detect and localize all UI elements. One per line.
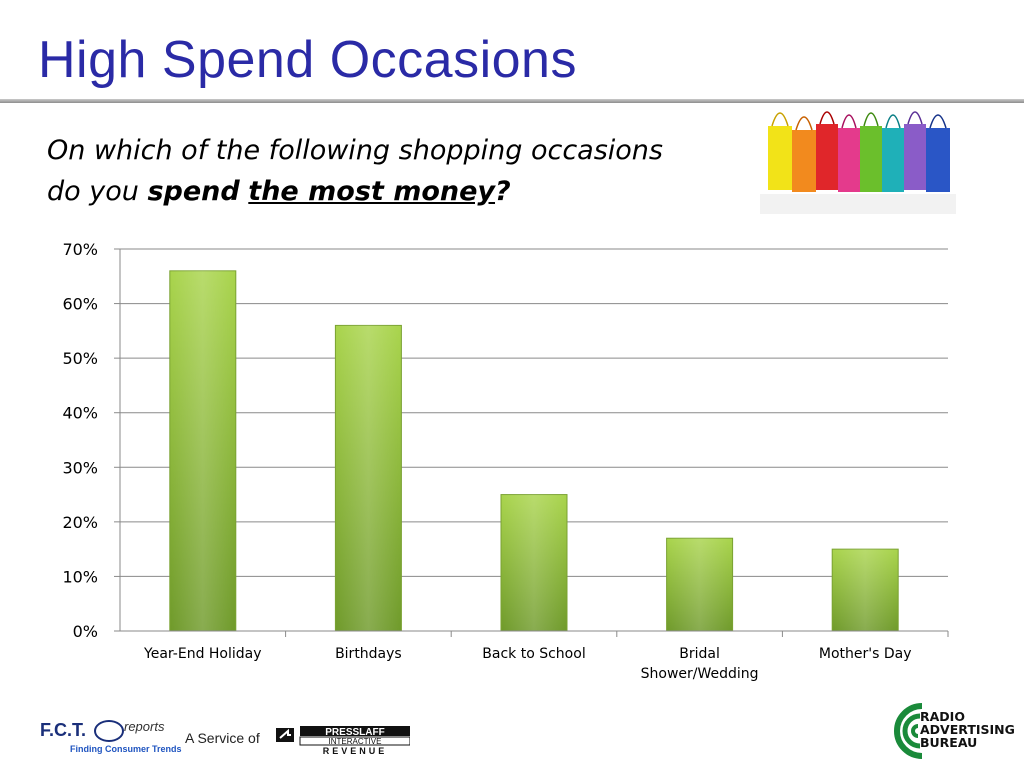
title-divider	[0, 99, 1024, 103]
y-tick-label: 70%	[62, 240, 98, 259]
bag-teal	[882, 128, 904, 192]
y-axis-labels: 0% 10% 20% 30% 40% 50% 60% 70%	[62, 240, 120, 641]
question-line-2-start: do you	[47, 176, 148, 207]
rab-swirl-icon	[894, 703, 923, 759]
bar-highlight	[666, 538, 733, 631]
fct-name: F.C.T.	[40, 720, 87, 740]
rab-logo: RADIO ADVERTISING BUREAU	[890, 702, 1015, 762]
x-category-label: Birthdays	[335, 646, 402, 662]
bar-highlight	[335, 325, 402, 631]
rab-line-2: ADVERTISING	[920, 722, 1015, 737]
survey-question: On which of the following shopping occas…	[47, 130, 727, 212]
rab-line-1: RADIO	[920, 709, 965, 724]
x-category-label: Mother's Day	[819, 646, 912, 662]
presslaff-arrow-icon	[276, 728, 294, 742]
presslaff-logo: PRESSLAFF INTERACTIVE REVENUE	[276, 726, 410, 756]
y-tick-label: 40%	[62, 404, 98, 423]
service-of-text: A Service of	[185, 730, 260, 746]
bag-yellow	[768, 126, 792, 190]
bag-pink	[838, 128, 860, 192]
x-category-label: Bridal	[679, 646, 720, 662]
bag-red	[816, 124, 838, 190]
interactive-word: INTERACTIVE	[329, 737, 382, 746]
x-category-label: Shower/Wedding	[641, 666, 759, 682]
bag-purple	[904, 124, 926, 190]
y-tick-label: 50%	[62, 349, 98, 368]
question-line-1: On which of the following shopping occas…	[47, 135, 663, 166]
bar-chart: 0% 10% 20% 30% 40% 50% 60% 70% Year-End Holiday…	[62, 240, 949, 682]
bar-highlight	[501, 494, 567, 631]
x-category-label: Back to School	[482, 646, 585, 662]
bags-reflection	[760, 194, 956, 214]
bag-green	[860, 126, 882, 192]
question-underlined-phrase: the most money	[248, 176, 496, 207]
bar-highlight	[832, 549, 899, 631]
bag-orange	[792, 130, 816, 192]
fct-reports-logo: F.C.T. reports Finding Consumer Trends A…	[40, 718, 420, 758]
y-tick-label: 60%	[62, 295, 98, 314]
bag-blue	[926, 128, 950, 192]
y-tick-label: 10%	[62, 567, 98, 586]
presslaff-word: PRESSLAFF	[325, 727, 384, 738]
rab-line-3: BUREAU	[920, 735, 978, 750]
y-tick-label: 30%	[62, 458, 98, 477]
fct-magnifier-icon	[94, 720, 124, 742]
slide-title: High Spend Occasions	[38, 31, 577, 89]
question-mark: ?	[495, 176, 511, 207]
question-bold-word: spend	[147, 176, 240, 207]
fct-tagline: Finding Consumer Trends	[70, 744, 182, 754]
revenue-word: REVENUE	[323, 746, 388, 756]
y-tick-label: 0%	[73, 622, 98, 641]
y-tick-label: 20%	[62, 513, 98, 532]
shopping-bags-image	[760, 111, 956, 214]
fct-reports-word: reports	[124, 719, 165, 734]
rab-wordmark: RADIO ADVERTISING BUREAU	[920, 710, 1015, 749]
bar-highlight	[169, 270, 236, 631]
bars	[169, 270, 899, 632]
x-category-label: Year-End Holiday	[143, 646, 261, 662]
x-axis-labels: Year-End Holiday Birthdays Back to School B…	[143, 631, 949, 682]
